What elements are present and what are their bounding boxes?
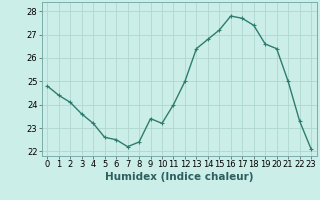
X-axis label: Humidex (Indice chaleur): Humidex (Indice chaleur): [105, 172, 253, 182]
